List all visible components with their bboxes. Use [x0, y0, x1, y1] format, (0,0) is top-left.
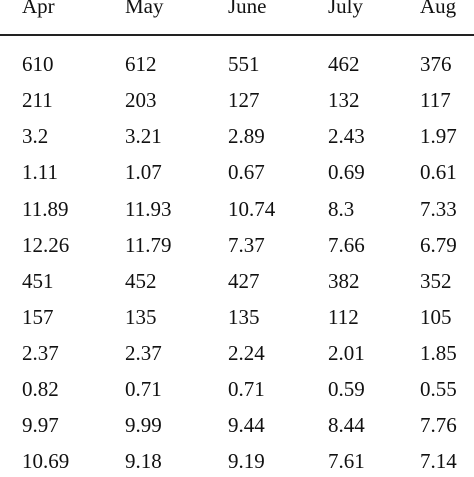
table-cell: 11.93: [125, 197, 172, 221]
table-row: 2.37 2.37 2.24 2.01 1.85: [0, 341, 474, 369]
table-row: 9.97 9.99 9.44 8.44 7.76: [0, 413, 474, 441]
table-cell: 451: [22, 269, 54, 293]
table-cell: 352: [420, 269, 452, 293]
table-cell: 7.66: [328, 233, 365, 257]
table-cell: 610: [22, 52, 54, 76]
table-cell: 3.21: [125, 124, 162, 148]
table-cell: 382: [328, 269, 360, 293]
table-cell: 0.71: [228, 377, 265, 401]
header-divider: [0, 34, 474, 36]
table-cell: 2.37: [125, 341, 162, 365]
column-header-july: July: [328, 0, 364, 18]
table-cell: 0.61: [420, 160, 457, 184]
table-cell: 9.19: [228, 449, 265, 473]
table-cell: 2.37: [22, 341, 59, 365]
table-cell: 7.37: [228, 233, 265, 257]
table-cell: 7.33: [420, 197, 457, 221]
table-row: 610 612 551 462 376: [0, 52, 474, 80]
table-cell: 7.14: [420, 449, 457, 473]
table-cell: 117: [420, 88, 451, 112]
table-cell: 7.76: [420, 413, 457, 437]
table-cell: 2.24: [228, 341, 265, 365]
table-cell: 1.11: [22, 160, 58, 184]
column-header-june: June: [228, 0, 267, 18]
table-cell: 11.79: [125, 233, 172, 257]
table-cell: 132: [328, 88, 360, 112]
table-row: 1.11 1.07 0.67 0.69 0.61: [0, 160, 474, 188]
table-row: 10.69 9.18 9.19 7.61 7.14: [0, 449, 474, 477]
table-cell: 2.43: [328, 124, 365, 148]
table-row: 12.26 11.79 7.37 7.66 6.79: [0, 233, 474, 261]
table-cell: 376: [420, 52, 452, 76]
table-cell: 7.61: [328, 449, 365, 473]
table-cell: 0.55: [420, 377, 457, 401]
table-cell: 0.69: [328, 160, 365, 184]
column-header-may: May: [125, 0, 164, 18]
table-row: 211 203 127 132 117: [0, 88, 474, 116]
table-cell: 211: [22, 88, 53, 112]
table-cell: 0.71: [125, 377, 162, 401]
table-cell: 551: [228, 52, 260, 76]
table-cell: 1.97: [420, 124, 457, 148]
table-cell: 3.2: [22, 124, 49, 148]
table-cell: 1.07: [125, 160, 162, 184]
table-cell: 0.82: [22, 377, 59, 401]
table-cell: 10.69: [22, 449, 70, 473]
table-cell: 135: [228, 305, 260, 329]
table-cell: 12.26: [22, 233, 70, 257]
table-cell: 135: [125, 305, 157, 329]
table-cell: 8.44: [328, 413, 365, 437]
table-cell: 612: [125, 52, 157, 76]
table-cell: 9.44: [228, 413, 265, 437]
table-cell: 462: [328, 52, 360, 76]
table-row: 451 452 427 382 352: [0, 269, 474, 297]
table-header-row: Apr May June July Aug: [0, 0, 474, 30]
table-row: 157 135 135 112 105: [0, 305, 474, 333]
column-header-apr: Apr: [22, 0, 55, 18]
table-cell: 2.89: [228, 124, 265, 148]
table-cell: 0.59: [328, 377, 365, 401]
table-row: 0.82 0.71 0.71 0.59 0.55: [0, 377, 474, 405]
table-cell: 2.01: [328, 341, 365, 365]
table-cell: 0.67: [228, 160, 265, 184]
table-cell: 427: [228, 269, 260, 293]
table-cell: 157: [22, 305, 54, 329]
table-cell: 452: [125, 269, 157, 293]
table-row: 3.2 3.21 2.89 2.43 1.97: [0, 124, 474, 152]
table-cell: 105: [420, 305, 452, 329]
table-cell: 11.89: [22, 197, 69, 221]
table-cell: 112: [328, 305, 359, 329]
table-cell: 1.85: [420, 341, 457, 365]
table-cell: 9.18: [125, 449, 162, 473]
table-cell: 203: [125, 88, 157, 112]
table-cell: 127: [228, 88, 260, 112]
table-cell: 6.79: [420, 233, 457, 257]
table-cell: 10.74: [228, 197, 276, 221]
column-header-aug: Aug: [420, 0, 457, 18]
table-cell: 8.3: [328, 197, 355, 221]
table-row: 11.89 11.93 10.74 8.3 7.33: [0, 197, 474, 225]
table-cell: 9.97: [22, 413, 59, 437]
table-cell: 9.99: [125, 413, 162, 437]
